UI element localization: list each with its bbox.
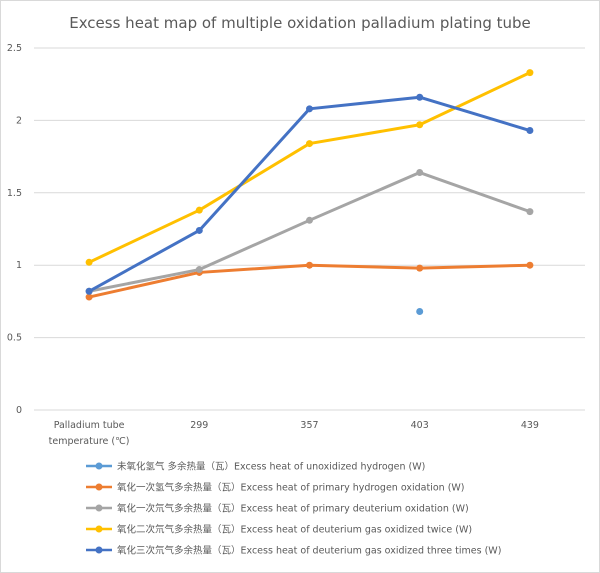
data-point [195, 206, 203, 214]
legend-swatch-marker [95, 546, 103, 554]
x-tick-label: 439 [521, 420, 539, 431]
legend-swatch-marker [95, 462, 103, 470]
y-tick-label: 2 [16, 115, 22, 126]
series-line-1 [87, 263, 532, 299]
y-tick-label: 1.5 [7, 188, 22, 199]
x-tick-label: 403 [411, 420, 429, 431]
series-4 [85, 93, 534, 295]
data-point [416, 121, 424, 129]
data-point [306, 140, 313, 148]
data-point [306, 261, 313, 269]
legend-label: 未氧化氢气 多余热量（瓦）Excess heat of unoxidized h… [117, 461, 425, 473]
legend-swatch-marker [95, 525, 103, 533]
data-point [306, 216, 313, 224]
gridlines [34, 47, 585, 411]
data-point [85, 293, 93, 301]
x-tick-label: 357 [300, 420, 318, 431]
legend-label: 氧化二次氘气多余热量（瓦）Excess heat of deuterium ga… [117, 524, 472, 536]
legend-item-4: 氧化三次氘气多余热量（瓦）Excess heat of deuterium ga… [86, 545, 501, 557]
x-tick-label-line: 439 [521, 420, 539, 431]
data-point [526, 69, 534, 77]
data-point [416, 93, 424, 101]
series-3 [85, 69, 534, 266]
data-point [416, 169, 424, 177]
y-tick-label: 0 [16, 405, 22, 416]
data-point [526, 127, 534, 135]
legend-item-0: 未氧化氢气 多余热量（瓦）Excess heat of unoxidized h… [86, 461, 425, 473]
x-tick-label: 299 [190, 420, 208, 431]
data-point [416, 264, 424, 272]
legend-item-1: 氧化一次氢气多余热量（瓦）Excess heat of primary hydr… [86, 482, 465, 494]
data-point [195, 266, 203, 274]
data-point [526, 208, 534, 216]
series-line-3 [87, 71, 532, 264]
x-tick-label-line: 403 [411, 420, 429, 431]
series-1 [85, 261, 534, 301]
data-point [416, 308, 424, 316]
x-tick-label: Palladium tube temperature (℃) [49, 420, 130, 447]
legend-swatch-marker [95, 483, 103, 491]
x-axis-ticks: Palladium tube temperature (℃) 299 357 403 43… [49, 420, 539, 447]
legend-label: 氧化三次氘气多余热量（瓦）Excess heat of deuterium ga… [117, 545, 501, 557]
data-point [85, 287, 93, 295]
series-2 [85, 169, 534, 295]
chart-title: Excess heat map of multiple oxidation pa… [69, 14, 531, 32]
series-group [85, 69, 534, 316]
legend-label: 氧化一次氢气多余热量（瓦）Excess heat of primary hydr… [117, 482, 465, 494]
series-0 [416, 308, 424, 316]
y-tick-label: 1 [16, 260, 22, 271]
data-point [306, 105, 313, 113]
data-point [195, 226, 203, 234]
x-tick-label-line: 299 [190, 420, 208, 431]
legend-item-3: 氧化二次氘气多余热量（瓦）Excess heat of deuterium ga… [86, 524, 472, 536]
x-tick-label-line: temperature (℃) [49, 436, 130, 447]
legend: 未氧化氢气 多余热量（瓦）Excess heat of unoxidized h… [86, 461, 501, 557]
legend-label: 氧化一次氘气多余热量（瓦）Excess heat of primary deut… [117, 503, 469, 515]
x-tick-label-line: Palladium tube [54, 420, 125, 431]
y-tick-label: 0.5 [7, 333, 22, 344]
y-tick-label: 2.5 [7, 43, 22, 54]
y-axis-ticks: 0 0.5 1 1.5 2 2.5 [7, 43, 22, 416]
data-point [526, 261, 534, 269]
legend-item-2: 氧化一次氘气多余热量（瓦）Excess heat of primary deut… [86, 503, 469, 515]
x-tick-label-line: 357 [300, 420, 318, 431]
data-point [85, 258, 93, 266]
legend-swatch-marker [95, 504, 103, 512]
